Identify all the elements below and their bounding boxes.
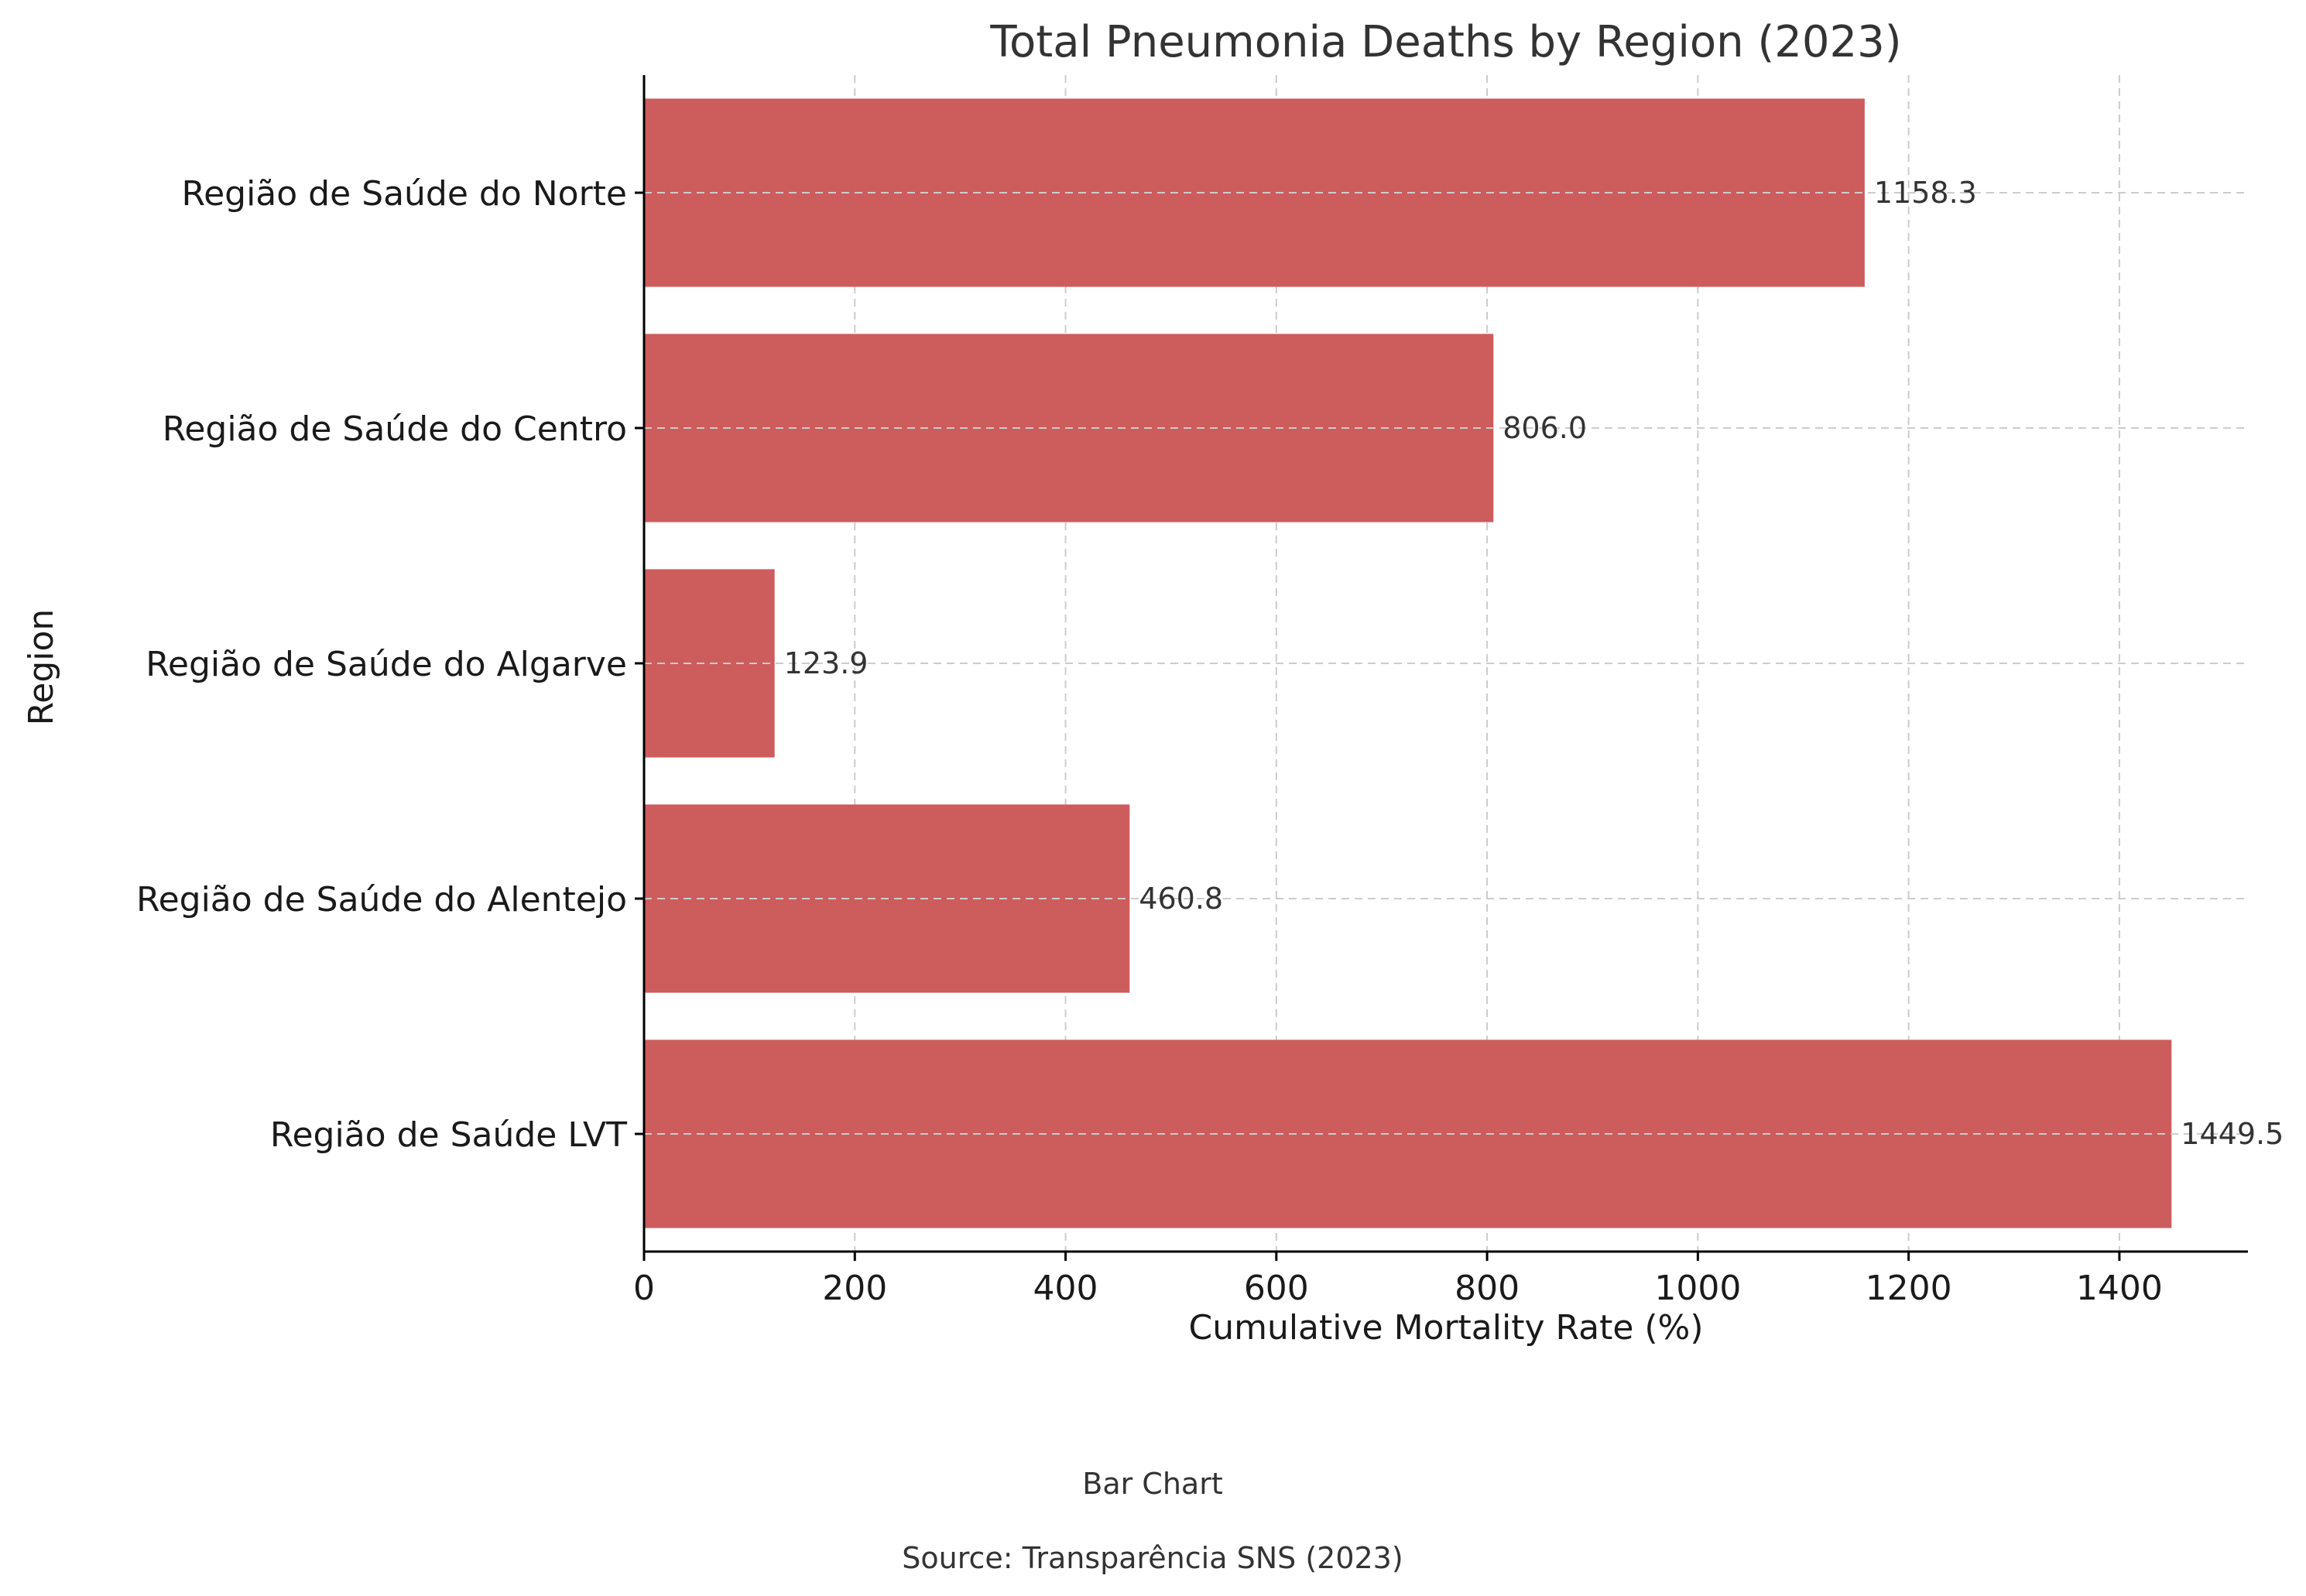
x-tick-label-3: 600 bbox=[1244, 1269, 1309, 1308]
footer-subtitle: Bar Chart bbox=[1082, 1467, 1222, 1501]
x-tick-label-2: 400 bbox=[1033, 1269, 1098, 1308]
x-tick-label-6: 1200 bbox=[1866, 1269, 1952, 1308]
data-label-0: 1158.3 bbox=[1874, 176, 1977, 210]
category-label-3: Região de Saúde do Alentejo bbox=[136, 880, 627, 920]
chart-title: Total Pneumonia Deaths by Region (2023) bbox=[989, 17, 1901, 67]
y-axis-title: Region bbox=[22, 609, 61, 726]
data-label-1: 806.0 bbox=[1502, 411, 1587, 445]
category-label-2: Região de Saúde do Algarve bbox=[146, 645, 627, 684]
axis-layer: Região de Saúde do Norte Região de Saúde … bbox=[136, 75, 2248, 1308]
x-tick-label-1: 200 bbox=[822, 1269, 887, 1308]
x-tick-label-7: 1400 bbox=[2076, 1269, 2163, 1308]
category-label-1: Região de Saúde do Centro bbox=[163, 409, 627, 449]
x-axis-title: Cumulative Mortality Rate (%) bbox=[1188, 1308, 1703, 1348]
data-label-2: 123.9 bbox=[784, 646, 869, 680]
x-tick-label-5: 1000 bbox=[1654, 1269, 1741, 1308]
category-label-4: Região de Saúde LVT bbox=[270, 1115, 627, 1155]
category-label-0: Região de Saúde do Norte bbox=[181, 174, 627, 214]
x-tick-label-0: 0 bbox=[633, 1269, 655, 1308]
bar-layer: 1158.3 806.0 123.9 460.8 1449.5 bbox=[644, 98, 2284, 1228]
data-label-4: 1449.5 bbox=[2181, 1117, 2284, 1151]
x-tick-label-4: 800 bbox=[1455, 1269, 1520, 1308]
data-label-3: 460.8 bbox=[1139, 882, 1223, 916]
footer-source: Source: Transparência SNS (2023) bbox=[902, 1541, 1403, 1575]
